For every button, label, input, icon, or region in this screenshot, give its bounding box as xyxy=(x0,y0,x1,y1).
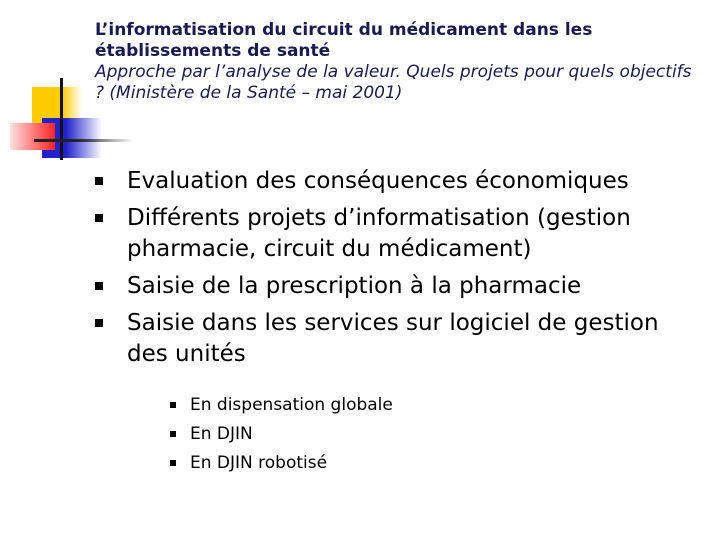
bullet-text: Saisie de la prescription à la pharmacie xyxy=(127,273,582,299)
bullet-square-icon xyxy=(170,460,176,466)
decor-vertical-line xyxy=(60,78,63,160)
title-subtitle: Approche par l’analyse de la valeur. Que… xyxy=(95,62,692,103)
bullet-square-icon xyxy=(170,402,176,408)
bullet-square-icon xyxy=(95,282,103,290)
bullet-text: Saisie dans les services sur logiciel de… xyxy=(127,310,659,367)
bullet-square-icon xyxy=(95,177,103,185)
sub-bullet-text: En DJIN xyxy=(190,424,253,444)
bullet-square-icon xyxy=(95,214,103,222)
sub-bullet-text: En dispensation globale xyxy=(190,395,393,415)
sub-bullet-list: En dispensation globale En DJIN En DJIN … xyxy=(170,391,393,478)
sub-bullet-text: En DJIN robotisé xyxy=(190,453,328,473)
bullet-square-icon xyxy=(95,319,103,327)
bullet-text: Evaluation des conséquences économiques xyxy=(127,168,629,194)
bullet-item: Différents projets d’informatisation (ge… xyxy=(95,203,705,265)
bullet-item: Evaluation des conséquences économiques xyxy=(95,166,705,197)
sub-bullet-item: En DJIN xyxy=(170,420,393,449)
sub-bullet-item: En dispensation globale xyxy=(170,391,393,420)
decor-horizontal-line xyxy=(34,139,134,142)
title-main: L’informatisation du circuit du médicame… xyxy=(95,20,593,61)
bullet-item: Saisie dans les services sur logiciel de… xyxy=(95,308,705,370)
slide-title: L’informatisation du circuit du médicame… xyxy=(95,20,695,104)
bullet-list: Evaluation des conséquences économiques … xyxy=(95,166,705,376)
sub-bullet-item: En DJIN robotisé xyxy=(170,449,393,478)
bullet-item: Saisie de la prescription à la pharmacie xyxy=(95,271,705,302)
bullet-text: Différents projets d’informatisation (ge… xyxy=(127,205,631,262)
bullet-square-icon xyxy=(170,431,176,437)
decor-red-square xyxy=(10,123,55,150)
